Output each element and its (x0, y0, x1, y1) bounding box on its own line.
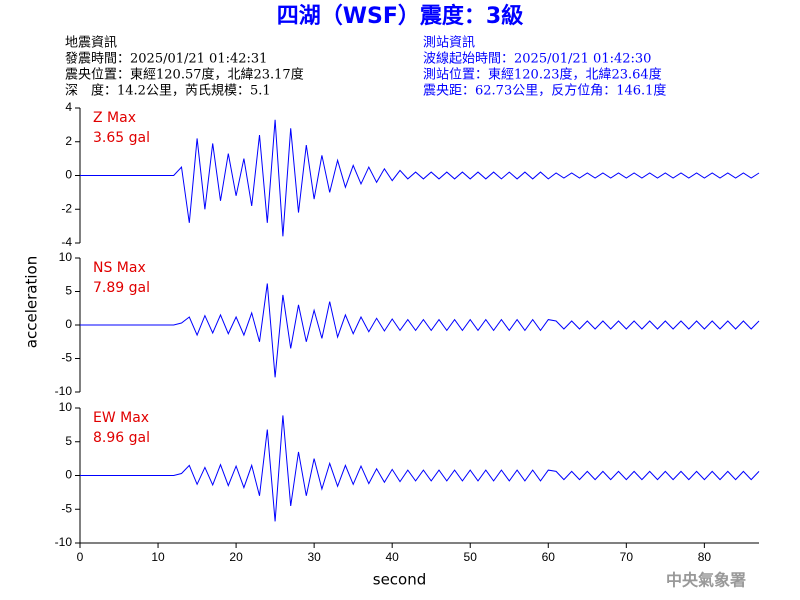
y-tick-label: -10 (55, 535, 73, 549)
y-tick-label: 0 (65, 317, 72, 331)
panel-max: 7.89 gal (93, 280, 150, 296)
y-tick-label: -4 (61, 235, 72, 249)
y-axis-label: acceleration (23, 256, 41, 348)
y-tick-label: -5 (61, 351, 72, 365)
waveform (80, 119, 760, 237)
y-tick-label: 0 (65, 468, 72, 482)
panel-label: EW Max (93, 410, 149, 426)
panel-max: 8.96 gal (93, 430, 150, 446)
y-tick-label: 10 (59, 400, 73, 414)
info-line: 震央距：62.73公里，反方位角：146.1度 (423, 83, 666, 99)
y-tick-label: 4 (65, 100, 72, 114)
x-tick-label: 10 (151, 550, 165, 564)
x-tick-label: 40 (386, 550, 400, 564)
y-tick-label: 5 (65, 434, 72, 448)
y-tick-label: 5 (65, 284, 72, 298)
info-line: 測站資訊 (423, 36, 475, 51)
y-tick-label: 0 (65, 168, 72, 182)
y-tick-label: -10 (55, 384, 73, 398)
info-line: 地震資訊 (65, 36, 117, 51)
x-tick-label: 80 (698, 550, 712, 564)
info-line: 波線起始時間：2025/01/21 01:42:30 (423, 51, 651, 67)
panel-label: Z Max (93, 110, 136, 126)
x-tick-label: 60 (542, 550, 556, 564)
x-tick-label: 30 (307, 550, 321, 564)
info-line: 測站位置：東經120.23度，北緯23.64度 (423, 67, 662, 83)
x-tick-label: 70 (620, 550, 634, 564)
y-tick-label: -2 (61, 201, 72, 215)
x-tick-label: 50 (464, 550, 478, 564)
y-tick-label: -5 (61, 501, 72, 515)
title: 四湖（WSF）震度：3級 (277, 3, 523, 29)
watermark: 中央氣象署 (666, 571, 746, 590)
x-axis-label: second (373, 571, 427, 589)
info-line: 震央位置：東經120.57度，北緯23.17度 (65, 67, 304, 83)
panel-max: 3.65 gal (93, 130, 150, 146)
info-line: 發震時間：2025/01/21 01:42:31 (65, 52, 267, 67)
panel-label: NS Max (93, 260, 146, 276)
y-tick-label: 2 (65, 134, 72, 148)
info-line: 深 度：14.2公里，芮氏規模：5.1 (65, 83, 271, 99)
y-tick-label: 10 (59, 250, 73, 264)
x-tick-label: 0 (77, 550, 84, 564)
waveform (80, 415, 760, 522)
x-tick-label: 20 (229, 550, 243, 564)
waveform (80, 283, 760, 378)
